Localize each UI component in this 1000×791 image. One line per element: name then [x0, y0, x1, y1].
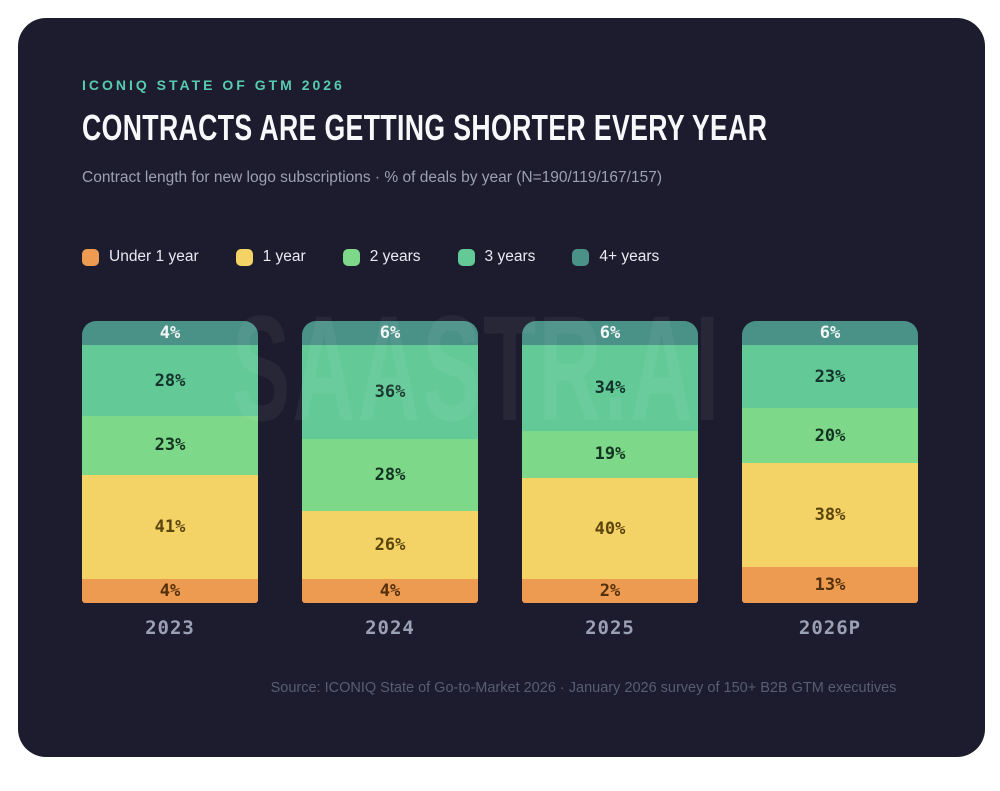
report-eyebrow: ICONIQ STATE OF GTM 2026 [82, 77, 345, 93]
bar-segment-4-years: 4% [82, 321, 258, 345]
x-axis-label: 2026P [798, 617, 862, 639]
stacked-bar: 6% 34% 19% 40% 2% [522, 321, 698, 603]
legend-swatch-icon [235, 248, 253, 266]
source-attribution: Source: ICONIQ State of Go-to-Market 202… [270, 680, 897, 696]
segment-value-label: 28% [374, 464, 406, 485]
segment-value-label: 2% [599, 581, 621, 601]
chart-area: SAASTR.AI 4%28%23%41%4%20236%36%28%26%4%… [82, 293, 918, 639]
legend-item-2-years: 2 years [342, 248, 421, 266]
card-content: ICONIQ STATE OF GTM 2026 CONTRACTS ARE G… [18, 18, 985, 639]
segment-value-label: 6% [379, 323, 401, 343]
bar-segment-2-years: 23% [82, 416, 258, 475]
x-axis-label: 2024 [365, 617, 415, 639]
segment-value-label: 41% [154, 516, 186, 537]
bar-column-2026p: 6% 23% 20% 38% 13% 2026P [742, 321, 918, 639]
segment-value-label: 6% [599, 323, 621, 343]
page-title: CONTRACTS ARE GETTING SHORTER EVERY YEAR [82, 107, 768, 148]
legend-label: 1 year [262, 248, 306, 265]
segment-value-label: 34% [594, 377, 626, 398]
segment-value-label: 28% [154, 370, 186, 391]
bar-segment-under-1-year: 4% [82, 579, 258, 603]
bar-segment-1-year: 38% [742, 463, 918, 568]
legend-label: Under 1 year [109, 248, 199, 265]
legend-item-3-years: 3 years [457, 248, 536, 266]
legend-item-1-year: 1 year [235, 248, 306, 266]
legend-swatch-icon [457, 248, 475, 266]
bar-segment-4-years: 6% [742, 321, 918, 345]
legend-swatch-icon [572, 248, 590, 266]
bar-segment-3-years: 23% [742, 345, 918, 409]
bar-segment-1-year: 26% [302, 511, 478, 579]
segment-value-label: 23% [814, 366, 846, 387]
legend: Under 1 year 1 year 2 years 3 years 4+ years [82, 248, 921, 266]
bar-segment-1-year: 41% [82, 474, 258, 579]
bar-segment-2-years: 20% [742, 408, 918, 464]
bar-segment-1-year: 40% [522, 478, 698, 579]
bar-segment-3-years: 36% [302, 345, 478, 439]
bar-column-2024: 6% 36% 28% 26% 4% 2024 [302, 321, 478, 639]
segment-value-label: 38% [814, 505, 846, 526]
legend-label: 4+ years [599, 248, 660, 265]
legend-label: 3 years [484, 248, 536, 265]
segment-value-label: 23% [154, 435, 186, 456]
bar-segment-2-years: 28% [302, 438, 478, 512]
segment-value-label: 13% [814, 575, 846, 596]
legend-swatch-icon [82, 248, 99, 266]
legend-swatch-icon [342, 248, 360, 266]
chart-subtitle: Contract length for new logo subscriptio… [82, 169, 663, 186]
legend-item-under-1-year: Under 1 year [82, 248, 199, 266]
segment-value-label: 4% [159, 323, 181, 343]
bar-column-2025: 6% 34% 19% 40% 2% 2025 [522, 321, 698, 639]
bar-segment-3-years: 28% [82, 345, 258, 417]
bar-segment-4-years: 6% [302, 321, 478, 345]
stacked-bar: 6% 36% 28% 26% 4% [302, 321, 478, 603]
bar-column-2023: 4% 28% 23% 41% 4% 2023 [82, 321, 258, 639]
stacked-bar: 4% 28% 23% 41% 4% [82, 321, 258, 603]
bar-segment-2-years: 19% [522, 430, 698, 479]
stacked-bar: 6% 23% 20% 38% 13% [742, 321, 918, 603]
bar-segment-under-1-year: 13% [742, 567, 918, 603]
x-axis-label: 2025 [585, 617, 635, 639]
segment-value-label: 40% [594, 518, 626, 539]
segment-value-label: 36% [374, 381, 406, 402]
bar-segment-under-1-year: 2% [522, 579, 698, 603]
page-title-wrap: CONTRACTS ARE GETTING SHORTER EVERY YEAR [82, 108, 921, 148]
segment-value-label: 19% [594, 444, 626, 465]
segment-value-label: 4% [379, 580, 401, 601]
segment-value-label: 6% [819, 323, 841, 343]
bar-segment-3-years: 34% [522, 345, 698, 431]
segment-value-label: 4% [159, 581, 181, 601]
legend-item-4-years: 4+ years [572, 248, 659, 266]
bar-chart: 4% 28% 23% 41% 4% 2023 6% 36% 28% 26% 4% 2024 6% 34% 1… [82, 321, 918, 639]
bar-segment-4-years: 6% [522, 321, 698, 345]
segment-value-label: 26% [374, 535, 406, 556]
chart-card: ICONIQ STATE OF GTM 2026 CONTRACTS ARE G… [18, 18, 985, 757]
bar-segment-under-1-year: 4% [302, 578, 478, 603]
x-axis-label: 2023 [145, 617, 195, 639]
legend-label: 2 years [369, 248, 421, 265]
segment-value-label: 20% [814, 425, 846, 446]
